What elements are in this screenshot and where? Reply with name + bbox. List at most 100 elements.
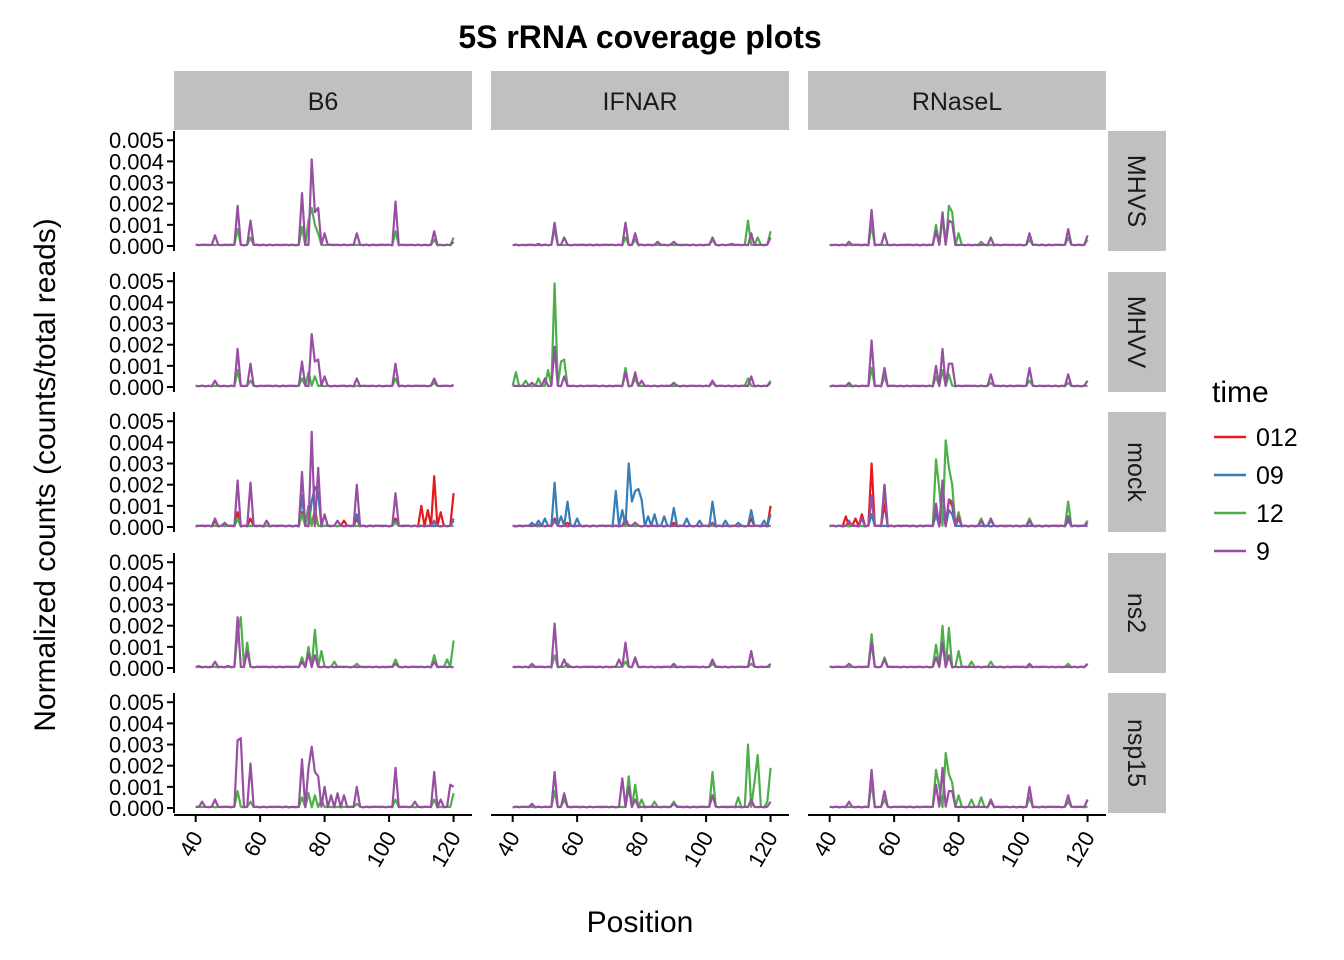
strip-column-bg — [174, 71, 472, 130]
y-tick-label: 0.001 — [109, 213, 164, 238]
strip-row-bg — [1108, 553, 1166, 673]
panel-IFNAR-MHVV — [511, 282, 772, 388]
y-tick-label: 0.003 — [109, 593, 164, 618]
series-line-9 — [512, 519, 771, 528]
y-tick-label: 0.002 — [109, 473, 164, 498]
series-line-9 — [829, 766, 1089, 809]
series-line-9 — [829, 641, 1089, 669]
series-line-9 — [195, 430, 455, 528]
x-tick-label: 100 — [361, 827, 401, 871]
strip-row-label: ns2 — [1122, 593, 1150, 633]
panel-IFNAR-mock — [512, 462, 772, 528]
panel-B6-MHVS — [195, 158, 455, 247]
panel-RNaseL-nsp15 — [829, 751, 1089, 809]
series-line-9 — [829, 339, 1089, 388]
strip-row-bg — [1108, 272, 1166, 392]
series-line-9 — [512, 345, 772, 388]
strip-column-label: IFNAR — [603, 88, 678, 116]
series-line-9 — [195, 737, 455, 809]
y-tick-label: 0.000 — [109, 234, 164, 259]
panel-RNaseL-MHVV — [829, 339, 1089, 388]
y-tick-label: 0.002 — [109, 192, 164, 217]
strip-column-bg — [491, 71, 789, 130]
series-line-09 — [512, 462, 772, 528]
row-strips: MHVS MHVV mock ns2 nsp15 — [1108, 131, 1166, 813]
y-tick-label: 0.002 — [109, 614, 164, 639]
series-line-9 — [512, 770, 772, 809]
y-tick-label: 0.003 — [109, 171, 164, 196]
chart-title: 5S rRNA coverage plots — [458, 19, 821, 55]
x-axis-title: Position — [587, 906, 694, 939]
x-tick-label: 120 — [426, 827, 466, 871]
x-tick-label: 40 — [491, 827, 525, 861]
y-tick-label: 0.002 — [109, 333, 164, 358]
y-tick-label: 0.004 — [109, 571, 164, 596]
y-tick-label: 0.001 — [109, 775, 164, 800]
strip-row-bg — [1108, 412, 1166, 532]
y-tick-label: 0.005 — [109, 409, 164, 434]
x-axis: 40 60 80 100 120 — [174, 814, 472, 871]
y-tick-label: 0.002 — [109, 754, 164, 779]
panel-B6-MHVV — [195, 333, 454, 388]
panel-RNaseL-MHVS — [829, 204, 1089, 247]
strip-row-label: MHVS — [1122, 155, 1150, 227]
x-tick-label: 100 — [678, 827, 718, 871]
series-line-9 — [829, 208, 1089, 247]
y-tick-label: 0.003 — [109, 312, 164, 337]
panel-RNaseL-ns2 — [829, 624, 1089, 669]
y-tick-label: 0.000 — [109, 375, 164, 400]
column-strips: B6 IFNAR RNaseL — [174, 71, 1106, 130]
x-tick-label: 60 — [556, 827, 590, 861]
legend-label: 09 — [1256, 462, 1284, 490]
y-tick-label: 0.001 — [109, 494, 164, 519]
y-tick-label: 0.001 — [109, 635, 164, 660]
x-tick-label: 80 — [303, 827, 337, 861]
strip-column-label: RNaseL — [912, 88, 1002, 116]
strip-column-bg — [808, 71, 1106, 130]
strip-column-label: B6 — [308, 88, 339, 116]
series-line-9 — [512, 221, 772, 247]
panel-B6-nsp15 — [195, 737, 455, 809]
y-tick-label: 0.005 — [109, 128, 164, 153]
legend: time 012 09 12 9 — [1212, 376, 1298, 566]
x-axes: 40 60 80 100 120 40 60 80 100 120 40 60 80 100 120 — [174, 814, 1106, 871]
y-tick-label: 0.004 — [109, 430, 164, 455]
series-line-9 — [195, 616, 454, 669]
y-tick-label: 0.001 — [109, 354, 164, 379]
x-tick-label: 60 — [873, 827, 907, 861]
legend-label: 012 — [1256, 424, 1298, 452]
y-tick-label: 0.000 — [109, 656, 164, 681]
x-tick-label: 80 — [937, 827, 971, 861]
strip-row-bg — [1108, 693, 1166, 813]
x-tick-label: 100 — [995, 827, 1035, 871]
strip-row-label: MHVV — [1122, 296, 1150, 369]
y-tick-label: 0.005 — [109, 690, 164, 715]
y-tick-label: 0.004 — [109, 149, 164, 174]
legend-label: 9 — [1256, 538, 1270, 566]
panel-IFNAR-nsp15 — [512, 743, 772, 809]
legend-label: 12 — [1256, 500, 1284, 528]
series-line-9 — [195, 333, 454, 388]
x-axis: 40 60 80 100 120 — [808, 814, 1106, 871]
panel-IFNAR-ns2 — [512, 622, 772, 669]
x-tick-label: 60 — [239, 827, 273, 861]
y-tick-label: 0.004 — [109, 711, 164, 736]
strip-row-bg — [1108, 131, 1166, 251]
legend-title: time — [1212, 376, 1269, 409]
panel-B6-mock — [195, 430, 455, 528]
x-tick-label: 80 — [620, 827, 654, 861]
series-line-9 — [829, 479, 1089, 528]
panel-B6-ns2 — [195, 616, 455, 669]
y-tick-label: 0.004 — [109, 290, 164, 315]
panel-IFNAR-MHVS — [512, 219, 772, 247]
strip-row-label: mock — [1122, 442, 1150, 502]
x-tick-label: 40 — [174, 827, 208, 861]
y-tick-label: 0.005 — [109, 269, 164, 294]
x-axis: 40 60 80 100 120 — [491, 814, 789, 871]
